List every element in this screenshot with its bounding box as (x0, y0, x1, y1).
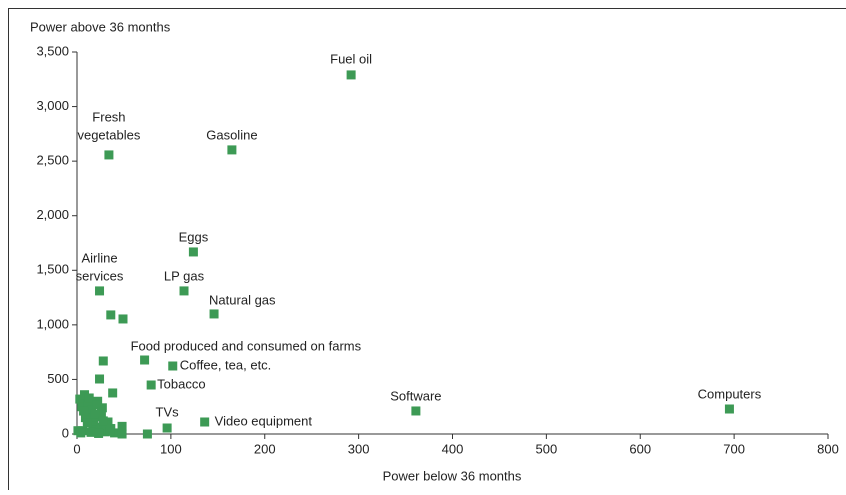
point (142, 429, 152, 439)
point (79, 406, 89, 416)
point (82, 418, 92, 428)
y-tick-label: 3,500 (36, 43, 69, 58)
point-label: LP gas (164, 268, 205, 283)
y-tick-label: 0 (62, 425, 69, 440)
point (96, 407, 106, 417)
point-label: TVs (156, 404, 180, 419)
point-label: Computers (698, 386, 762, 401)
point-label: Tobacco (157, 376, 205, 391)
y-axis-label: Power above 36 months (30, 19, 171, 34)
x-tick-label: 300 (348, 441, 370, 456)
point (146, 380, 156, 390)
x-tick-label: 400 (442, 441, 464, 456)
x-tick-label: 700 (723, 441, 745, 456)
point (104, 150, 114, 160)
point (95, 374, 105, 384)
point-label: Airline (81, 250, 117, 265)
point (95, 286, 105, 296)
point (95, 422, 105, 432)
y-tick-label: 1,000 (36, 316, 69, 331)
point (227, 145, 237, 155)
point (117, 421, 127, 431)
point-label: services (76, 268, 124, 283)
point-label: Eggs (179, 229, 209, 244)
point-label: Coffee, tea, etc. (180, 357, 272, 372)
point (117, 429, 127, 439)
x-tick-label: 500 (536, 441, 558, 456)
point-label: Gasoline (206, 127, 257, 142)
point (110, 428, 120, 438)
point (162, 423, 172, 433)
point (100, 427, 110, 437)
point (724, 404, 734, 414)
point (89, 419, 99, 429)
point (84, 393, 94, 403)
point (90, 409, 100, 419)
x-tick-label: 600 (629, 441, 651, 456)
y-tick-label: 1,500 (36, 262, 69, 277)
point (75, 394, 85, 404)
point (106, 310, 116, 320)
point (80, 413, 90, 423)
point (92, 400, 102, 410)
point-label: Food produced and consumed on farms (131, 338, 362, 353)
point-label: Software (390, 388, 441, 403)
point (346, 70, 356, 80)
point-label: Fresh (92, 109, 125, 124)
point (411, 406, 421, 416)
point (98, 416, 108, 426)
y-tick-label: 500 (47, 371, 69, 386)
x-tick-label: 0 (73, 441, 80, 456)
point (118, 314, 128, 324)
point (108, 388, 118, 398)
point (94, 428, 104, 438)
y-tick-label: 2,000 (36, 207, 69, 222)
y-tick-label: 2,500 (36, 153, 69, 168)
point (80, 390, 90, 400)
y-tick-label: 3,000 (36, 98, 69, 113)
x-axis-label: Power below 36 months (383, 468, 522, 483)
point (200, 417, 210, 427)
point (83, 398, 93, 408)
point (168, 361, 178, 371)
point (98, 356, 108, 366)
point (209, 309, 219, 319)
point (76, 428, 86, 438)
point (179, 286, 189, 296)
point-label: Fuel oil (330, 51, 372, 66)
point (86, 427, 96, 437)
point (140, 355, 150, 365)
x-tick-label: 200 (254, 441, 276, 456)
point-label: vegetables (77, 127, 140, 142)
point (105, 426, 115, 436)
point (188, 247, 198, 257)
x-tick-label: 800 (817, 441, 839, 456)
point-label: Video equipment (215, 413, 313, 428)
point-label: Natural gas (209, 292, 276, 307)
x-tick-label: 100 (160, 441, 182, 456)
